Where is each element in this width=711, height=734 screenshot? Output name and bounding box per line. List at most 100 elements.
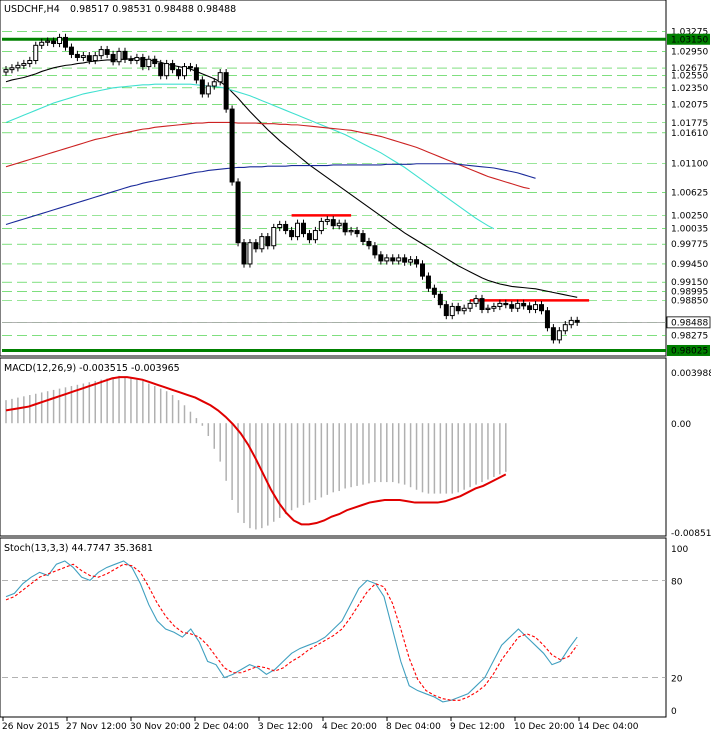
candle-body [122,50,128,60]
price-tag [666,316,711,329]
candle-body [80,55,86,58]
candle-body [110,53,116,63]
candle-body [134,56,140,62]
candle-body [98,49,104,57]
time-tick-label: 4 Dec 20:00 [322,722,377,732]
time-tick-label: 8 Dec 04:00 [386,722,441,732]
candle-body [372,245,378,256]
price-tick-label: 0.98275 [671,331,708,341]
candle-body [467,302,473,309]
candle-body [164,63,170,77]
stoch-line [5,563,578,701]
candle-body [396,257,402,262]
candle-body [384,257,390,262]
macd-signal-line [5,376,507,526]
candle-body [21,63,27,66]
macd-axis: 0.003988 0.00 -0.008519 [671,369,711,539]
price-tick-label: 1.02950 [671,47,708,57]
candle-body [68,46,74,55]
candle-body [253,242,259,250]
candle-body [378,254,384,262]
candle-body [283,223,289,232]
candle-body [193,67,199,81]
candle-body [461,307,467,312]
candle-body [431,287,437,295]
candle-body [301,222,306,235]
candle-body [425,275,431,289]
moving-average-line [5,83,495,230]
candle-body [408,259,414,263]
price-tick-label: 1.01775 [671,119,708,129]
price-tick-label: 1.01610 [671,129,708,139]
price-tick-label: 1.00035 [671,224,708,234]
candle-body [86,55,92,62]
macd-panel-title: MACD(12,26,9) -0.003515 -0.003965 [4,363,180,374]
time-tick-label: 14 Dec 04:00 [578,722,639,732]
candle-body [497,302,503,307]
candle-body [306,233,312,241]
candle-body [116,50,122,63]
candle-body [479,298,485,310]
candle-body [527,305,533,310]
candle-body [259,236,265,250]
candle-body [485,307,491,310]
candle-body [3,69,9,73]
candle-body [533,304,539,310]
candle-body [271,227,277,247]
candle-body [414,259,420,265]
candle-body [146,58,152,68]
price-tick-label: 1.00625 [671,189,708,199]
candle-body [74,53,80,58]
candle-body [223,72,229,110]
candle-body [140,56,146,68]
time-tick-label: 27 Nov 12:00 [66,722,127,732]
candle-body [217,72,223,83]
candle-body [295,222,301,238]
price-tick-label: 1.01100 [671,160,708,170]
candle-body [104,49,110,55]
candle-body [402,257,408,263]
candle-body [330,219,336,227]
stoch-levels [2,580,666,678]
candle-body [39,41,45,46]
time-tick-label: 26 Nov 2015 [2,722,60,732]
candle-body [515,302,521,309]
stoch-line [5,560,578,703]
candle-body [45,40,51,43]
candle-body [176,69,182,77]
stoch-tick-label: 20 [671,675,683,685]
price-tick-label: 0.99450 [671,260,708,270]
candle-body [277,223,283,229]
moving-average-line [5,121,530,190]
candle-body [33,44,39,62]
candle-body [187,66,193,69]
candle-body [360,233,366,242]
candle-body [521,302,527,307]
price-tick-label: 0.98850 [671,296,708,306]
candle-body [550,327,556,341]
candle-body [247,242,253,265]
candle-body [63,36,68,48]
candle-body [437,293,443,306]
time-axis: 26 Nov 2015 27 Nov 12:00 30 Nov 20:00 2 Dec… [2,717,639,732]
candle-body [556,330,562,341]
price-panel-ohlc: 0.98517 0.98531 0.98488 0.98488 [70,4,236,15]
price-tick-label: 1.03150 [671,35,708,45]
candle-body [318,220,324,232]
macd-signal-line [5,376,507,526]
candle-body [182,66,187,77]
candle-body [336,222,342,227]
candle-body [491,305,497,309]
moving-averages [5,58,578,298]
candle-body [574,319,580,323]
candle-body [9,67,15,71]
time-tick-label: 3 Dec 12:00 [258,722,313,732]
moving-average-line [5,163,536,225]
price-tick-label: 0.99775 [671,240,708,250]
candle-body [158,63,164,77]
candle-body [562,324,568,332]
candle-body [15,64,21,69]
candle-body [539,304,544,312]
stoch-panel-frame [0,537,667,718]
